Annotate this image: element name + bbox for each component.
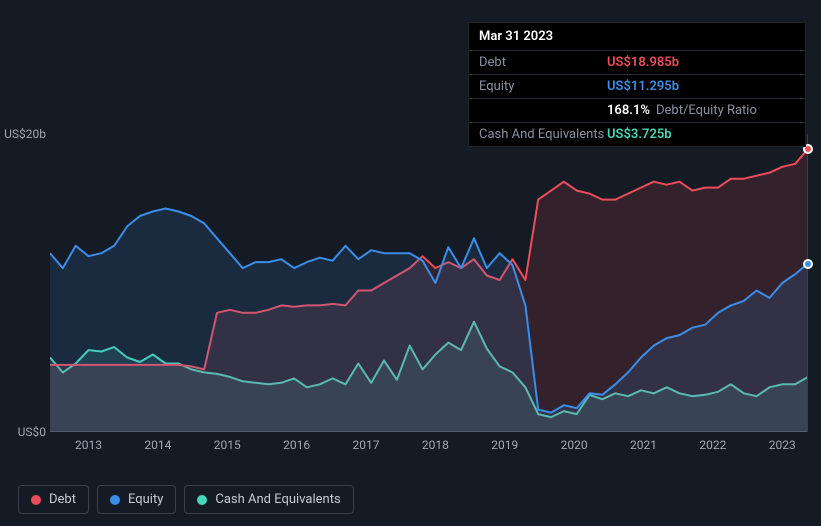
x-axis-label: 2022 [699, 438, 726, 452]
x-axis-label: 2023 [769, 438, 796, 452]
x-axis-label: 2018 [422, 438, 449, 452]
plot-region[interactable] [50, 134, 808, 432]
x-axis-label: 2014 [144, 438, 171, 452]
tooltip-row: DebtUS$18.985b [469, 51, 805, 75]
legend-dot-icon [110, 495, 120, 505]
x-axis-label: 2017 [353, 438, 380, 452]
tooltip-row-label: Debt [479, 55, 607, 70]
legend-dot-icon [31, 495, 41, 505]
tooltip-row-value: 168.1%Debt/Equity Ratio [607, 103, 757, 118]
y-axis-label: US$20b [0, 127, 46, 141]
x-axis-label: 2015 [214, 438, 241, 452]
chart-area[interactable]: US$0US$20b 20132014201520162017201820192… [18, 120, 808, 460]
legend-label: Cash And Equivalents [215, 492, 340, 507]
legend-item[interactable]: Debt [18, 485, 89, 514]
cursor-line [807, 134, 808, 432]
tooltip-row-value: US$18.985b [607, 55, 679, 70]
tooltip-row: Cash And EquivalentsUS$3.725b [469, 123, 805, 146]
legend-item[interactable]: Equity [97, 485, 176, 514]
legend-label: Equity [128, 492, 163, 507]
x-axis: 2013 2014 2015 2016 2017 2018 2019 2020 2021 2022… [50, 438, 820, 458]
legend-label: Debt [49, 492, 76, 507]
tooltip-row-label [479, 103, 607, 118]
tooltip-row-value: US$3.725b [607, 127, 672, 142]
cursor-dot [803, 259, 813, 269]
tooltip-row-label: Cash And Equivalents [479, 127, 607, 142]
tooltip-row-value: US$11.295b [607, 79, 679, 94]
x-axis-label: 2013 [75, 438, 102, 452]
tooltip-date: Mar 31 2023 [469, 23, 805, 51]
tooltip-row-label: Equity [479, 79, 607, 94]
legend-dot-icon [197, 495, 207, 505]
tooltip-row-extra: Debt/Equity Ratio [656, 103, 757, 118]
x-axis-label: 2020 [561, 438, 588, 452]
legend: Debt Equity Cash And Equivalents [18, 485, 354, 514]
x-axis-label: 2016 [283, 438, 310, 452]
tooltip-row: 168.1%Debt/Equity Ratio [469, 99, 805, 123]
legend-item[interactable]: Cash And Equivalents [184, 485, 353, 514]
tooltip-row: EquityUS$11.295b [469, 75, 805, 99]
chart-tooltip: Mar 31 2023 DebtUS$18.985bEquityUS$11.29… [468, 22, 806, 147]
x-axis-label: 2019 [491, 438, 518, 452]
x-axis-label: 2021 [630, 438, 657, 452]
y-axis-label: US$0 [0, 425, 46, 439]
